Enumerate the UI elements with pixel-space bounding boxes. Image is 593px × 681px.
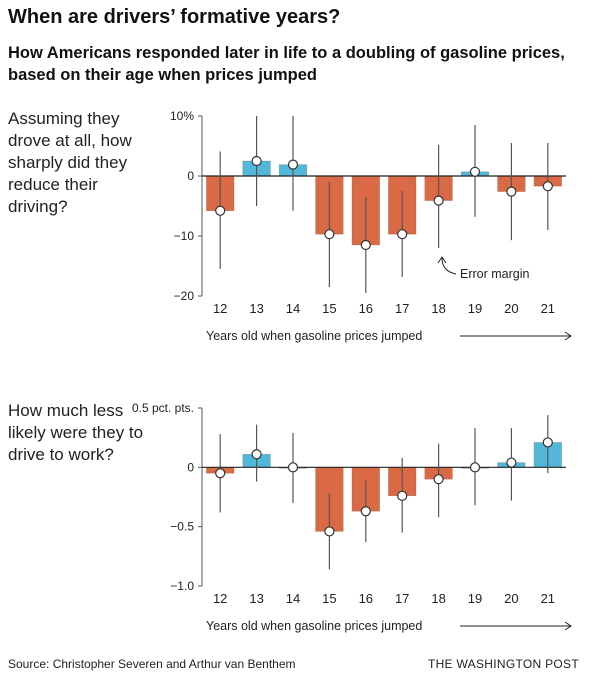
c1-ytick-label: −20 [174,289,195,303]
c2-ytick-label: −0.5 [170,520,194,534]
error-margin-arrow [441,257,457,275]
c2-xtick-label-14: 14 [286,591,300,606]
c2-xtick-label-18: 18 [431,591,445,606]
c1-xtick-label-21: 21 [541,301,555,316]
c1-point-16 [360,239,371,251]
question-driving-reduction: Assuming they drove at all, how sharply … [8,109,132,216]
source-note: Source: Christopher Severen and Arthur v… [8,657,296,671]
c2-xtick-label-19: 19 [468,591,482,606]
driving-reduction-chart: 10% 0 −10 −20 12 13 14 15 16 17 18 19 20 21 Years old … [170,109,572,343]
c1-xtick-label-12: 12 [213,301,227,316]
c2-point-12 [215,468,226,479]
c2-xtick-label-15: 15 [322,591,336,606]
c1-point-20 [506,186,517,197]
c2-x-axis-title: Years old when gasoline prices jumped [206,619,422,633]
c1-point-15 [324,229,335,240]
c1-point-17 [397,229,408,240]
c2-ytick-label: −1.0 [170,579,194,593]
c2-xtick-label-12: 12 [213,591,227,606]
c1-point-14 [287,159,299,170]
c2-xtick-label-20: 20 [504,591,518,606]
chart-subtitle: How Americans responded later in life to… [8,44,565,84]
question-drive-to-work: How much less likely were they to drive … [8,401,144,464]
c2-point-13 [251,449,262,460]
c1-ytick-label: 10% [170,109,194,123]
chart-title: When are drivers’ formative years? [8,6,341,28]
c1-xtick-label-16: 16 [359,301,373,316]
c2-point-20 [506,457,517,468]
c2-x-axis-arrowhead [564,621,572,631]
c1-point-19 [469,166,481,177]
c1-ytick-label: 0 [187,169,194,183]
c2-ytick-label: 0.5 pct. pts. [132,401,194,415]
c1-point-21 [542,181,553,192]
c1-x-axis-arrowhead [564,331,572,341]
c1-point-18 [433,195,444,206]
c2-xtick-label-21: 21 [541,591,555,606]
c1-xtick-label-15: 15 [322,301,336,316]
c1-xtick-label-13: 13 [249,301,263,316]
c2-point-18 [433,474,444,485]
c1-xtick-label-14: 14 [286,301,300,316]
c2-xtick-label-16: 16 [359,591,373,606]
error-margin-arrowhead [437,256,447,264]
c2-ytick-label: 0 [187,460,194,474]
c2-point-19 [469,462,481,473]
c2-point-17 [397,490,408,501]
drive-to-work-chart: 0.5 pct. pts. 0 −0.5 −1.0 12 13 14 15 16 17 18 19 20… [132,401,572,633]
error-margin-annotation: Error margin [460,267,530,281]
c2-point-21 [542,437,553,448]
c1-xtick-label-17: 17 [395,301,409,316]
c1-xtick-label-18: 18 [431,301,445,316]
c1-ytick-label: −10 [174,229,195,243]
c1-xtick-label-20: 20 [504,301,518,316]
c2-xtick-label-13: 13 [249,591,263,606]
c1-point-12 [215,205,226,216]
c2-point-16 [360,506,371,517]
c1-point-13 [251,155,262,167]
c1-xtick-label-19: 19 [468,301,482,316]
publisher-credit: THE WASHINGTON POST [427,657,579,671]
c1-x-axis-title: Years old when gasoline prices jumped [206,329,422,343]
c2-xtick-label-17: 17 [395,591,409,606]
c2-point-15 [324,526,335,537]
c2-point-14 [287,462,299,473]
